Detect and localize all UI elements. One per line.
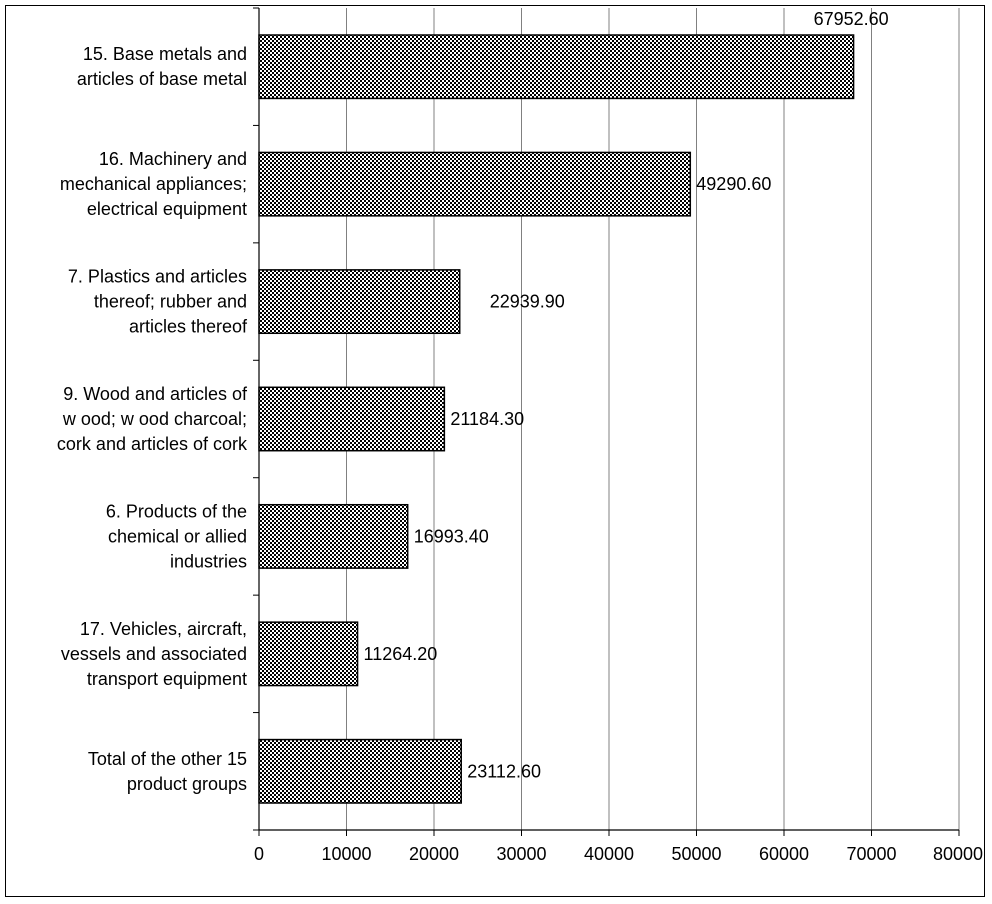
- category-label-line: electrical equipment: [87, 199, 247, 219]
- category-label: 15. Base metals and articles of base meta…: [77, 44, 247, 89]
- category-label-line: articles of base metal: [77, 69, 247, 89]
- category-label: 7. Plastics and articles thereof; rubber …: [68, 267, 248, 337]
- x-tick-label: 60000: [759, 844, 809, 864]
- category-label-line: product groups: [127, 774, 247, 794]
- value-label: 67952.60: [814, 9, 889, 29]
- x-tick-label: 80000: [933, 844, 983, 864]
- category-label-line: articles thereof: [129, 317, 248, 337]
- x-tick-label: 0: [254, 844, 264, 864]
- bars: [258, 34, 855, 804]
- x-tick-label: 50000: [671, 844, 721, 864]
- gridlines: [346, 8, 960, 830]
- value-label: 21184.30: [450, 409, 524, 429]
- bar: [258, 386, 446, 452]
- axes: [253, 7, 960, 836]
- category-label: 16. Machinery and mechanical appliances; e…: [60, 149, 247, 219]
- value-label: 16993.40: [414, 526, 489, 546]
- x-tick-label: 70000: [846, 844, 896, 864]
- category-label-line: 6. Products of the: [106, 501, 247, 521]
- category-label-line: 7. Plastics and articles: [68, 267, 247, 287]
- category-label-line: 16. Machinery and: [99, 149, 247, 169]
- bar: [258, 151, 692, 217]
- category-label-line: Total of the other 15: [88, 749, 247, 769]
- category-label-line: mechanical appliances;: [60, 174, 247, 194]
- category-label-line: industries: [170, 551, 247, 571]
- bar: [258, 503, 409, 569]
- bar: [258, 269, 461, 335]
- category-label: 17. Vehicles, aircraft, vessels and assoc…: [61, 619, 247, 689]
- bar: [258, 738, 462, 804]
- labels: 67952.60 15. Base metals and articles of b…: [57, 9, 983, 864]
- bar: [258, 34, 855, 100]
- category-label-line: w ood; w ood charcoal;: [62, 409, 247, 429]
- category-label: Total of the other 15 product groups: [88, 749, 247, 794]
- category-label-line: 15. Base metals and: [83, 44, 247, 64]
- x-tick-label: 10000: [321, 844, 371, 864]
- category-label-line: transport equipment: [87, 669, 247, 689]
- category-label: 9. Wood and articles of w ood; w ood char…: [57, 384, 248, 454]
- x-tick-label: 20000: [409, 844, 459, 864]
- value-label: 22939.90: [490, 292, 565, 312]
- category-label-line: vessels and associated: [61, 644, 247, 664]
- value-label: 49290.60: [696, 174, 771, 194]
- value-label: 23112.60: [467, 761, 541, 781]
- category-label-line: cork and articles of cork: [57, 434, 248, 454]
- x-tick-label: 30000: [496, 844, 546, 864]
- bar: [258, 621, 359, 687]
- category-label-line: thereof; rubber and: [94, 292, 247, 312]
- category-label-line: 17. Vehicles, aircraft,: [80, 619, 247, 639]
- category-label-line: chemical or allied: [108, 526, 247, 546]
- x-tick-label: 40000: [584, 844, 634, 864]
- category-label: 6. Products of the chemical or allied indu…: [106, 501, 247, 571]
- value-label: 11264.20: [364, 644, 438, 664]
- category-label-line: 9. Wood and articles of: [63, 384, 248, 404]
